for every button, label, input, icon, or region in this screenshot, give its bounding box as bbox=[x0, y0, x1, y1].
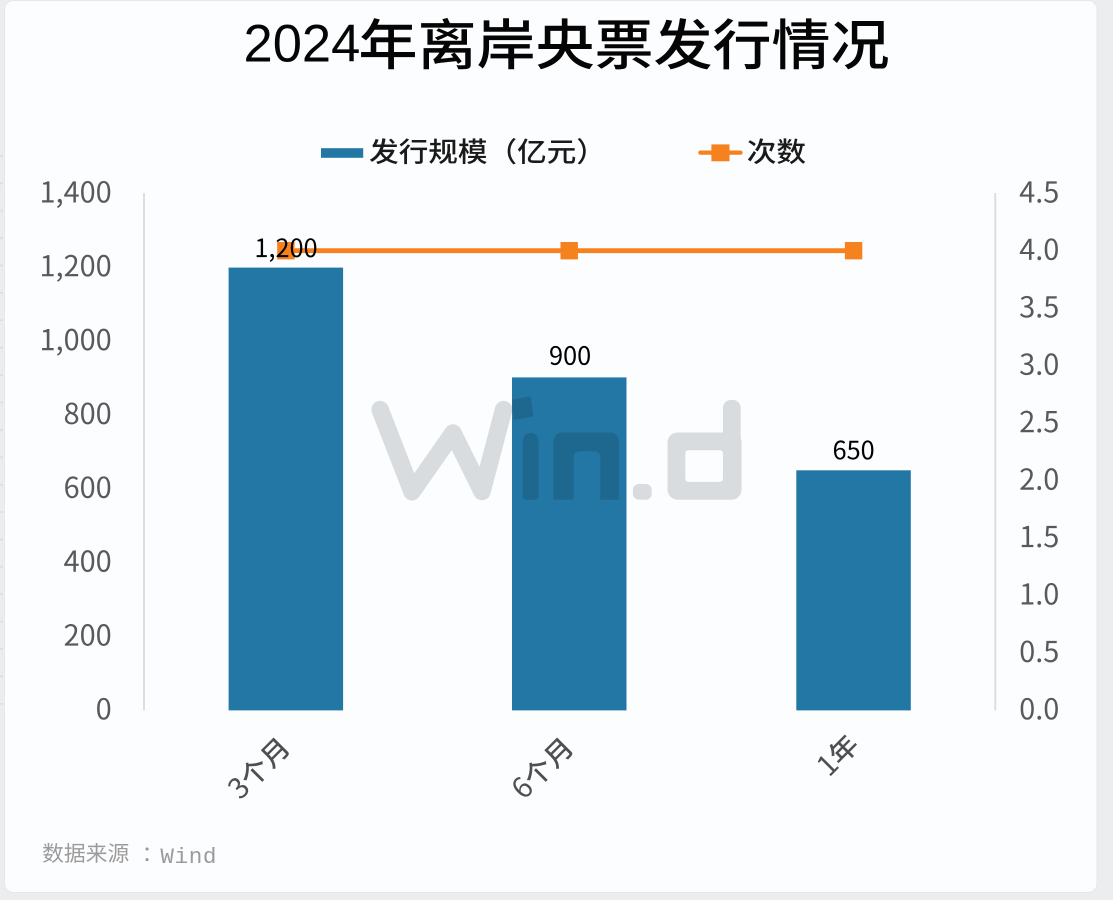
svg-text:Wind: Wind bbox=[160, 844, 217, 870]
svg-text:2024: 2024 bbox=[244, 15, 361, 74]
